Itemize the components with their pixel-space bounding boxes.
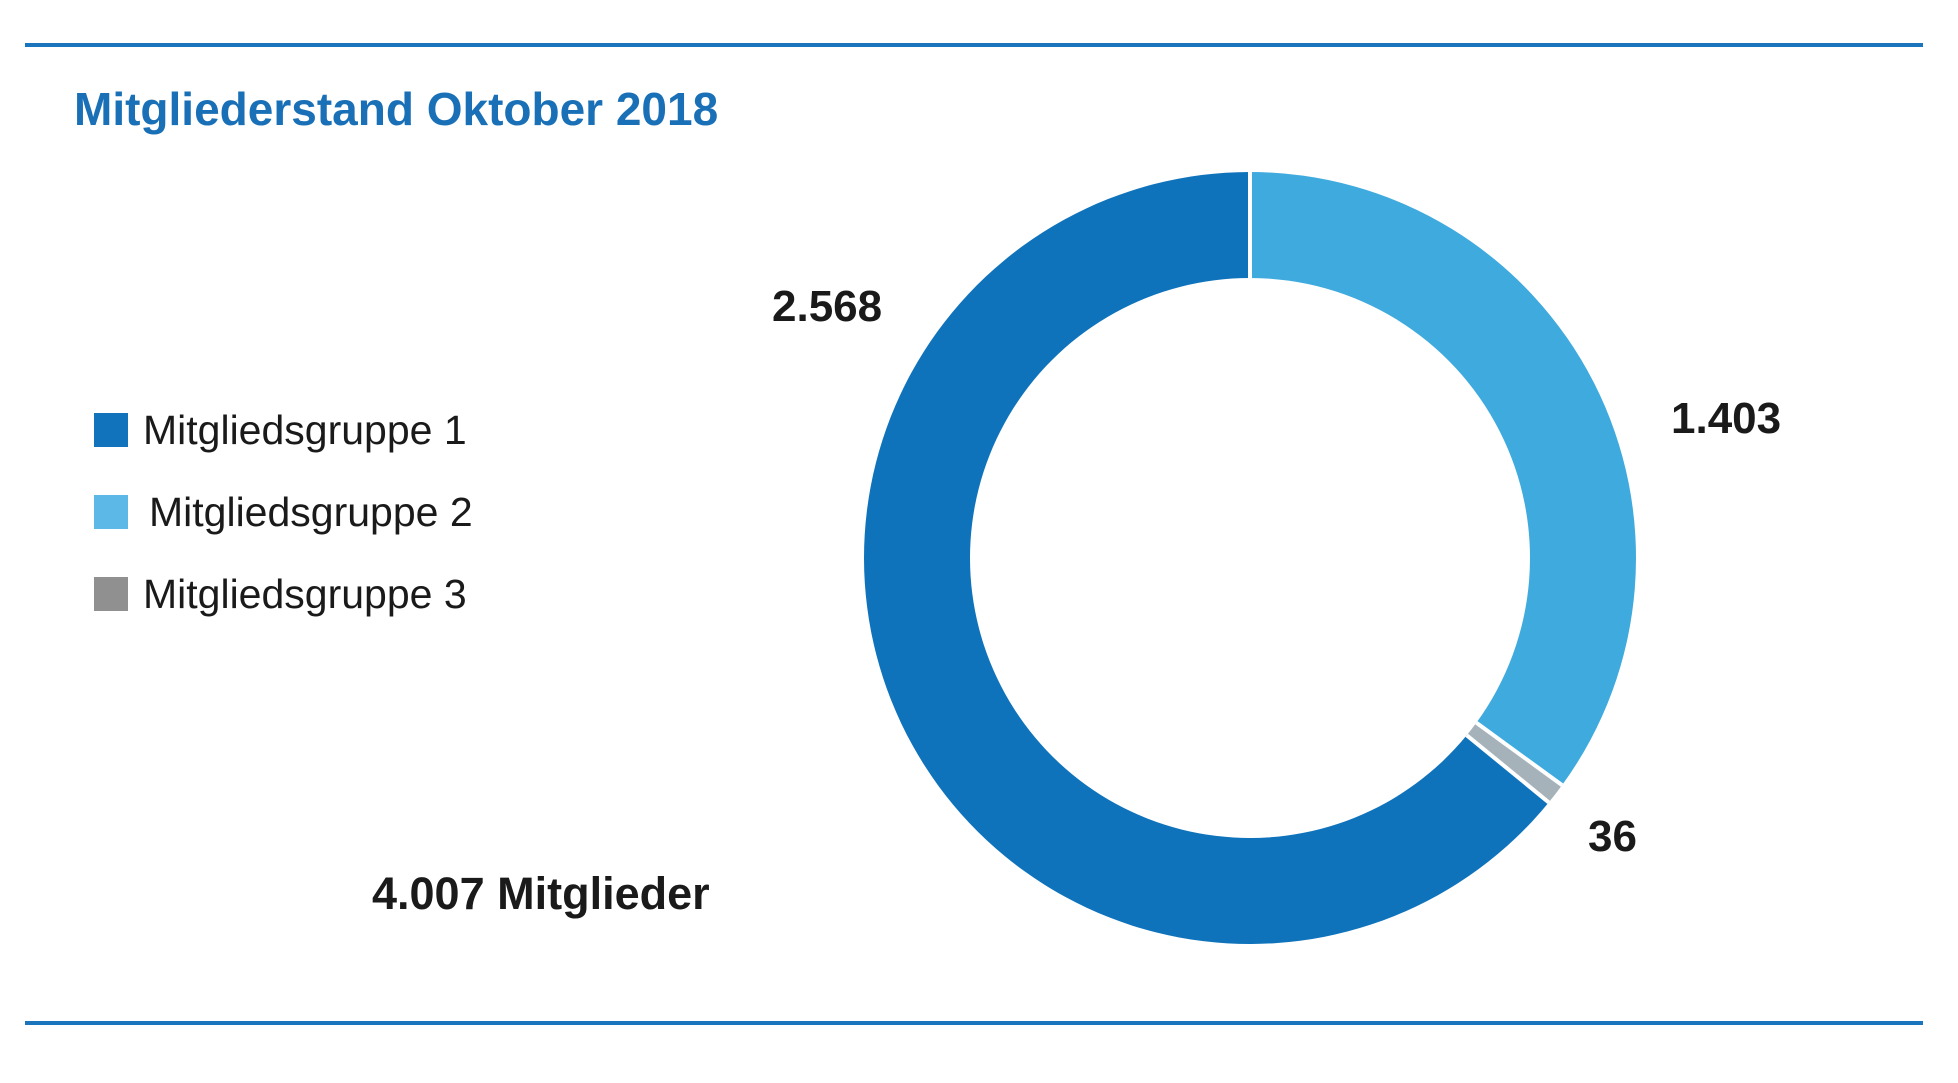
legend-item-mitgliedsgruppe-1: Mitgliedsgruppe 1 <box>94 407 473 453</box>
legend-swatch-group2 <box>94 495 128 529</box>
donut-chart <box>864 172 1636 945</box>
segment-separator <box>1475 721 1564 787</box>
bottom-divider-line <box>25 1021 1923 1025</box>
legend-swatch-group3 <box>94 577 128 611</box>
segment-separator <box>1465 733 1551 804</box>
value-label-group1: 2.568 <box>772 282 883 331</box>
chart-legend: Mitgliedsgruppe 1 Mitgliedsgruppe 2 Mitg… <box>94 407 473 658</box>
donut-segment-mitgliedsgruppe-2 <box>1250 172 1636 786</box>
donut-segment-mitgliedsgruppe-1 <box>864 172 1549 945</box>
legend-item-mitgliedsgruppe-3: Mitgliedsgruppe 3 <box>94 571 473 617</box>
legend-label-group1: Mitgliedsgruppe 1 <box>143 406 467 453</box>
legend-swatch-group1 <box>94 413 128 447</box>
top-divider-line <box>25 43 1923 47</box>
value-label-group3: 36 <box>1588 812 1637 861</box>
donut-segment-mitgliedsgruppe-3 <box>1466 722 1563 803</box>
legend-label-group2: Mitgliedsgruppe 2 <box>149 488 473 535</box>
page-title: Mitgliederstand Oktober 2018 <box>74 83 719 135</box>
legend-label-group3: Mitgliedsgruppe 3 <box>143 570 467 617</box>
total-members-label: 4.007 Mitglieder <box>372 868 710 919</box>
value-label-group2: 1.403 <box>1671 394 1782 443</box>
legend-item-mitgliedsgruppe-2: Mitgliedsgruppe 2 <box>94 489 473 535</box>
